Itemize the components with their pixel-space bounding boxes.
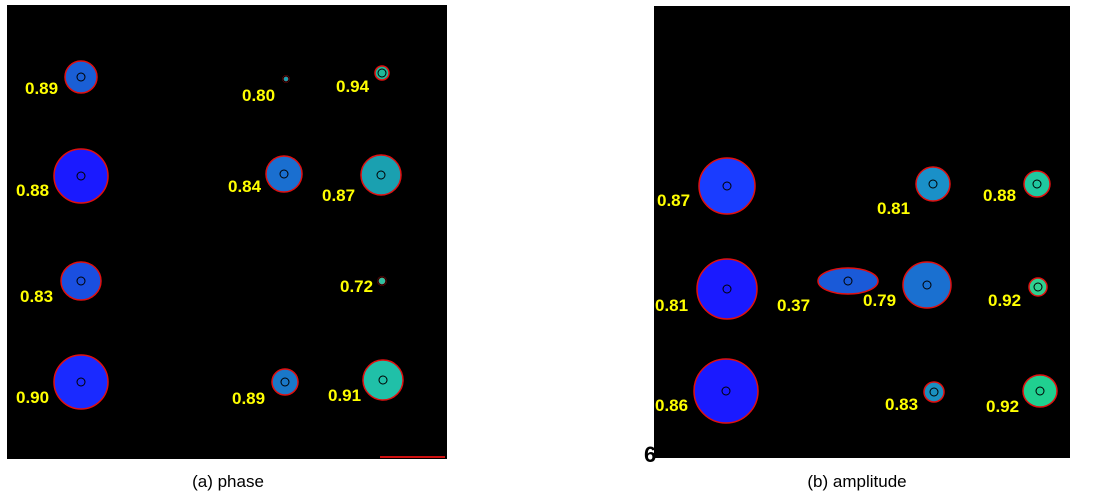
score-label: 0.89 [25, 79, 58, 98]
score-label: 0.79 [863, 291, 896, 310]
score-label: 0.94 [336, 77, 370, 96]
score-label: 0.92 [988, 291, 1021, 310]
blob [1024, 171, 1050, 197]
blob [266, 156, 302, 192]
blob [694, 359, 758, 423]
score-label: 0.37 [777, 296, 810, 315]
caption: (a) phase [192, 472, 264, 491]
blob [361, 155, 401, 195]
score-label: 0.91 [328, 386, 361, 405]
score-label: 0.88 [16, 181, 49, 200]
blob [363, 360, 403, 400]
blob [65, 61, 97, 93]
score-label: 0.83 [20, 287, 53, 306]
score-label: 0.88 [983, 186, 1016, 205]
blob [54, 355, 108, 409]
score-label: 0.84 [228, 177, 262, 196]
blob [61, 262, 101, 300]
blob [272, 369, 298, 395]
blob [697, 259, 757, 319]
blob [699, 158, 755, 214]
score-label: 0.89 [232, 389, 265, 408]
figure: 6 (a) phase (b) amplitude 0.890.800.940.… [0, 0, 1097, 497]
score-label: 0.87 [322, 186, 355, 205]
blob [903, 262, 951, 308]
score-label: 0.86 [655, 396, 688, 415]
score-label: 0.80 [242, 86, 275, 105]
score-label: 0.81 [655, 296, 688, 315]
blob [924, 382, 944, 402]
blob [375, 66, 389, 80]
blob [1029, 278, 1047, 296]
score-label: 0.90 [16, 388, 49, 407]
blob [54, 149, 108, 203]
score-label: 0.92 [986, 397, 1019, 416]
score-label: 0.81 [877, 199, 910, 218]
caption: (b) amplitude [807, 472, 906, 491]
score-label: 0.87 [657, 191, 690, 210]
blob [1023, 375, 1057, 407]
score-label: 0.72 [340, 277, 373, 296]
score-label: 0.83 [885, 395, 918, 414]
blob [916, 167, 950, 201]
